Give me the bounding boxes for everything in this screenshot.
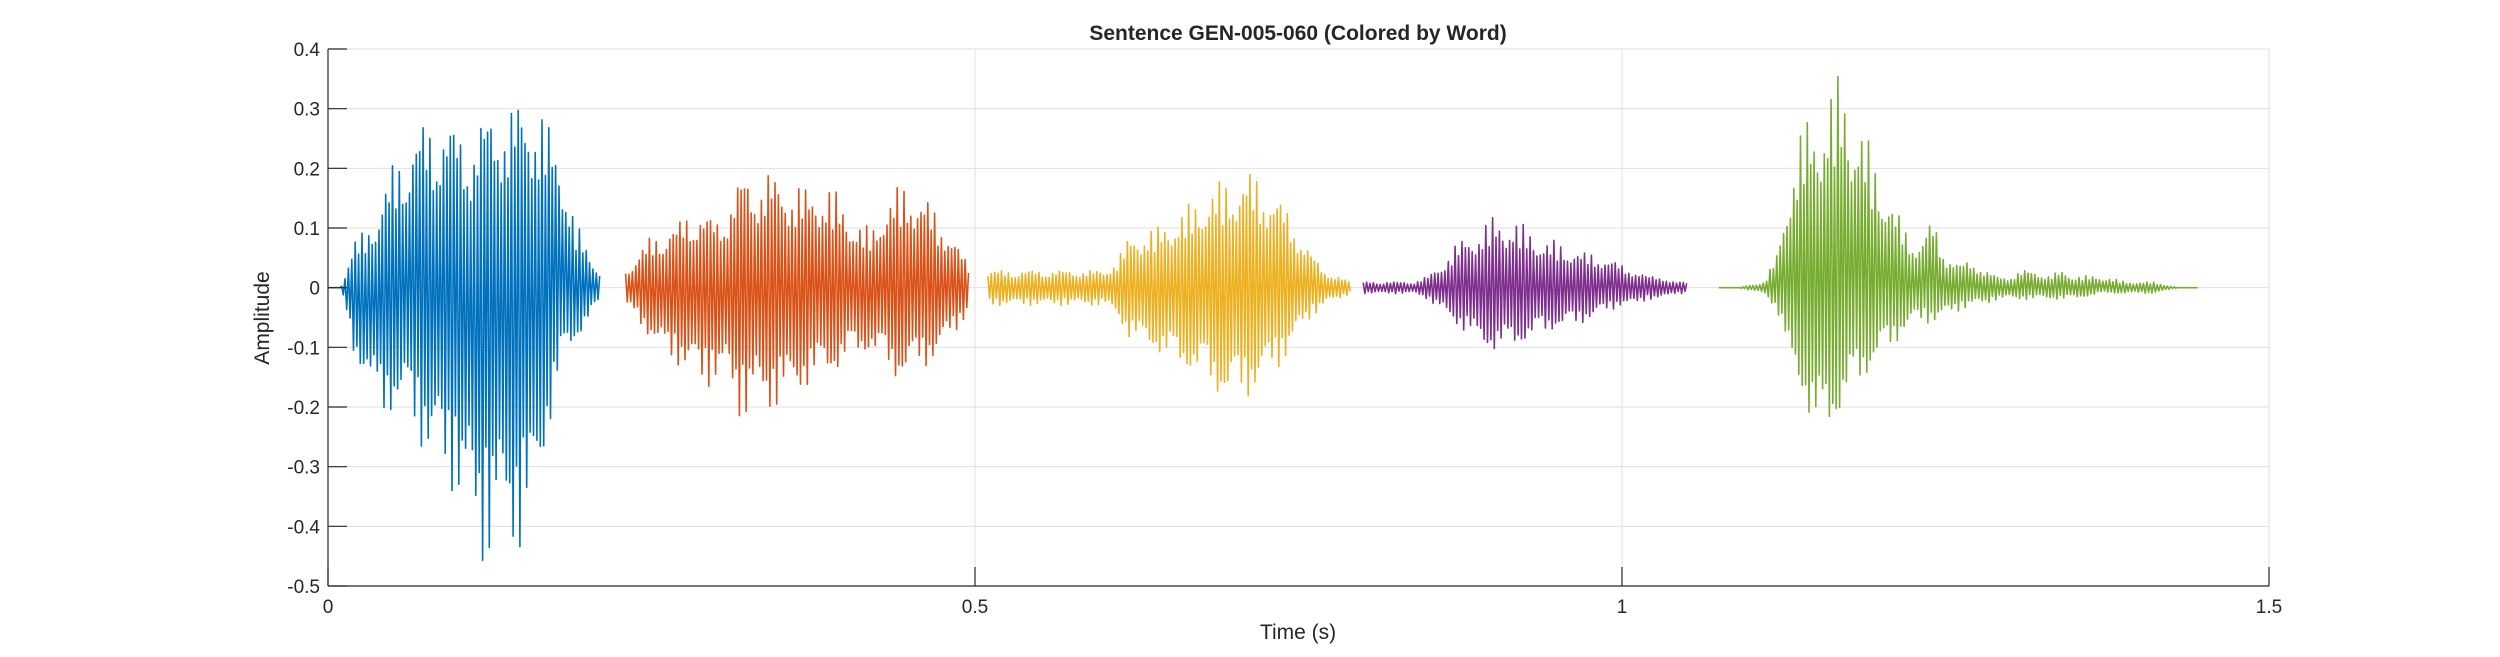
y-tick-label: 0.2	[294, 159, 320, 180]
axes: 0 0.5 1 1.5 -0.5 -0.4 -0.3 -0.2 -0.1 0 0.1 0.2 0.3 0.…	[287, 40, 2282, 618]
y-tick-label: 0.3	[294, 100, 320, 121]
waveform-word-5	[1719, 75, 2198, 417]
y-tick-label: -0.5	[287, 577, 320, 598]
plot-area	[328, 49, 2269, 586]
y-tick-label: 0	[309, 279, 320, 300]
x-tick-label: 0.5	[962, 597, 988, 618]
x-axis-label: Time (s)	[1260, 621, 1336, 644]
x-tick-label: 1	[1617, 597, 1628, 618]
y-tick-label: 0.1	[294, 219, 320, 240]
y-tick-label: -0.2	[287, 398, 320, 419]
waveform-series	[328, 75, 2198, 562]
waveform-word-4	[1362, 217, 1688, 350]
x-tick-label: 1.5	[2256, 597, 2282, 618]
y-tick-label: -0.3	[287, 458, 320, 479]
y-axis-label: Amplitude	[251, 271, 274, 364]
chart-title: Sentence GEN-005-060 (Colored by Word)	[1089, 22, 1506, 45]
waveform-word-2	[624, 175, 970, 417]
x-tick-label: 0	[323, 597, 334, 618]
waveform-word-1	[328, 109, 601, 562]
y-tick-label: -0.1	[287, 338, 320, 359]
waveform-word-3	[987, 173, 1352, 397]
y-tick-label: -0.4	[287, 517, 320, 538]
y-tick-label: 0.4	[294, 40, 321, 61]
